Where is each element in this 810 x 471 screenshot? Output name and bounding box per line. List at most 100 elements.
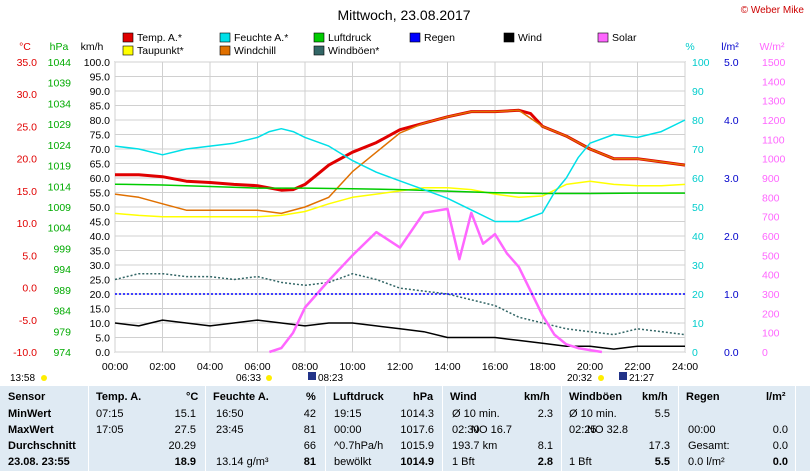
legend-label: Wind: [518, 32, 542, 44]
table-cell: 1017.6: [400, 424, 434, 436]
legend-swatch: [313, 32, 325, 43]
table-cell: 02:30: [452, 424, 480, 436]
tick-label-wind: 55.0: [90, 188, 111, 200]
tick-label-temp: 30.0: [17, 89, 38, 101]
time-morning: 08:23: [318, 373, 343, 384]
tick-label-humidity: 70: [692, 144, 704, 156]
tick-label-rain: 3.0: [724, 173, 739, 185]
table-cell: 15.1: [174, 408, 196, 420]
table-cell: 2.3: [537, 408, 553, 420]
time-sunset: 20:32: [567, 373, 592, 384]
legend-swatch: [313, 45, 325, 56]
tick-label-rain: 4.0: [724, 115, 739, 127]
table-cell: 0.0: [772, 456, 788, 468]
tick-label-humidity: 40: [692, 231, 704, 243]
sunset-icon: [598, 375, 604, 381]
legend-label: Windchill: [234, 45, 276, 57]
tick-label-solar: 700: [762, 212, 780, 224]
tick-label-humidity: 10: [692, 318, 704, 330]
tick-label-temp: 35.0: [17, 57, 38, 69]
tick-label-humidity: 50: [692, 202, 704, 214]
legend-swatch: [122, 45, 134, 56]
table-cell: 1015.9: [400, 440, 434, 452]
table-cell: Ø 10 min.: [452, 408, 500, 420]
unit-rain: l/m²: [721, 41, 739, 53]
legend-label: Luftdruck: [328, 32, 372, 44]
tick-label-pressure: 1034: [48, 98, 72, 110]
tick-label-wind: 20.0: [90, 289, 111, 301]
series-line-taupunkt: [114, 180, 686, 218]
tick-label-pressure: 989: [53, 285, 71, 297]
tick-label-solar: 400: [762, 270, 780, 282]
table-row: MaxWert 17:05 27.5 23:45 81 00:00 1017.6 02:30 N…: [0, 422, 810, 438]
tick-label-wind: 0.0: [95, 347, 110, 359]
table-cell: 02:25: [569, 424, 597, 436]
tick-label-pressure: 1014: [48, 181, 72, 193]
tick-label-solar: 1500: [762, 57, 786, 69]
tick-label-pressure: 1029: [48, 119, 72, 131]
legend-label: Solar: [612, 32, 637, 44]
tick-label-solar: 800: [762, 192, 780, 204]
table-row: 23.08. 23:55 18.9 13.14 g/m³ 81 bewölkt 1014.…: [0, 454, 810, 470]
table-cell: bewölkt: [334, 456, 372, 468]
header-temp-unit: °C: [186, 391, 199, 403]
tick-label-pressure: 1019: [48, 161, 72, 173]
series-line-luftdruck: [114, 183, 685, 195]
x-tick-label: 08:00: [292, 361, 318, 373]
tick-label-wind: 40.0: [90, 231, 111, 243]
header-temp: Temp. A.: [96, 391, 142, 403]
stats-table: Sensor Temp. A. °C Feuchte A. % Luftdruc…: [0, 386, 810, 471]
tick-label-temp: 25.0: [17, 121, 38, 133]
x-tick-label: 20:00: [577, 361, 603, 373]
tick-label-temp: 5.0: [22, 250, 37, 262]
legend-label: Taupunkt*: [137, 45, 184, 57]
time-evening: 21:27: [629, 373, 654, 384]
tick-label-solar: 1000: [762, 154, 786, 166]
header-wind-unit: km/h: [524, 391, 550, 403]
table-cell: 18.9: [174, 456, 196, 468]
tick-label-rain: 5.0: [724, 57, 739, 69]
legend-label: Windböen*: [328, 45, 379, 57]
x-tick-label: 14:00: [434, 361, 460, 373]
table-cell: 23.08. 23:55: [8, 456, 70, 468]
x-tick-label: 02:00: [149, 361, 175, 373]
header-sensor: Sensor: [8, 391, 46, 403]
legend-label: Regen: [424, 32, 455, 44]
tick-label-solar: 100: [762, 328, 780, 340]
table-cell: 0.0: [772, 424, 788, 436]
x-tick-label: 10:00: [339, 361, 365, 373]
table-cell: 1014.3: [400, 408, 434, 420]
tick-label-pressure: 999: [53, 243, 71, 255]
tick-label-pressure: 1039: [48, 78, 72, 90]
table-cell: 8.1: [537, 440, 553, 452]
table-cell: NO 16.7: [471, 424, 512, 436]
tick-label-pressure: 1024: [48, 140, 72, 152]
header-gusts-unit: km/h: [642, 391, 668, 403]
tick-label-wind: 15.0: [90, 304, 111, 316]
tick-label-humidity: 20: [692, 289, 704, 301]
table-cell: 13.14 g/m³: [216, 456, 269, 468]
tick-label-rain: 0.0: [724, 347, 739, 359]
tick-label-wind: 100.0: [84, 57, 110, 69]
table-cell: 1 Bft: [569, 456, 592, 468]
unit-solar: W/m²: [759, 41, 785, 53]
tick-label-wind: 95.0: [90, 72, 111, 84]
header-humidity-unit: %: [306, 391, 316, 403]
table-cell: 20.29: [168, 440, 196, 452]
x-tick-label: 16:00: [482, 361, 508, 373]
tick-label-pressure: 1009: [48, 202, 72, 214]
time-sunrise: 06:33: [236, 373, 261, 384]
series-line-windchill: [114, 109, 686, 215]
table-cell: 00:00: [334, 424, 362, 436]
legend-swatch: [219, 45, 231, 56]
tick-label-wind: 50.0: [90, 202, 111, 214]
tick-label-humidity: 0: [692, 347, 698, 359]
tick-label-humidity: 60: [692, 173, 704, 185]
tick-label-pressure: 974: [53, 347, 71, 359]
table-cell: 0.0 l/m²: [688, 456, 725, 468]
tick-label-wind: 75.0: [90, 130, 111, 142]
tick-label-solar: 1200: [762, 115, 786, 127]
tick-label-temp: -10.0: [13, 347, 37, 359]
tick-label-wind: 45.0: [90, 217, 111, 229]
legend-swatch: [503, 32, 515, 43]
